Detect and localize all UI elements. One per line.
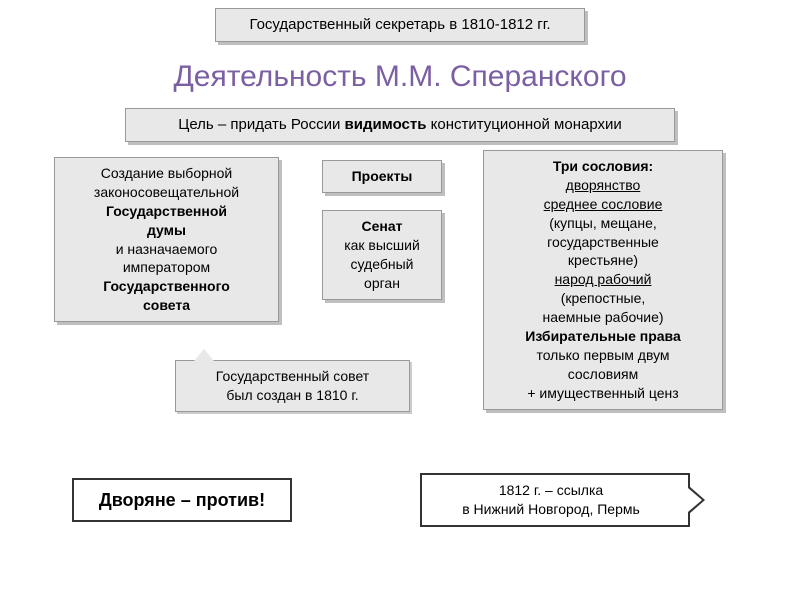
projects-box: Проекты — [322, 160, 442, 193]
goal-bold: видимость — [345, 116, 427, 133]
against-box: Дворяне – против! — [72, 478, 292, 522]
against-text: Дворяне – против! — [99, 490, 265, 510]
estates-l10: Избирательные права — [492, 327, 714, 346]
estates-l9: наемные рабочие) — [492, 308, 714, 327]
callout-tail-icon — [194, 349, 214, 361]
senate-l2: как высший — [331, 236, 433, 255]
goal-prefix: Цель – придать России — [178, 116, 344, 133]
goal-suffix: конституционной монархии — [426, 116, 621, 133]
estates-l12: сословиям — [492, 365, 714, 384]
estates-l3: среднее сословие — [492, 195, 714, 214]
header-text: Государственный секретарь в 1810-1812 гг… — [249, 16, 550, 33]
council-l2: был создан в 1810 г. — [184, 386, 401, 405]
goal-box: Цель – придать России видимость конститу… — [125, 108, 675, 142]
duma-l7: Государственного — [63, 277, 270, 296]
projects-label: Проекты — [352, 168, 413, 184]
exile-l2: в Нижний Новгород, Пермь — [432, 500, 670, 519]
estates-box: Три сословия: дворянство среднее сослови… — [483, 150, 723, 410]
estates-l13: + имущественный ценз — [492, 384, 714, 403]
duma-l4: думы — [63, 221, 270, 240]
estates-l11: только первым двум — [492, 346, 714, 365]
estates-l7: народ рабочий — [492, 270, 714, 289]
estates-l6: крестьяне) — [492, 251, 714, 270]
duma-l5: и назначаемого — [63, 240, 270, 259]
council-l1: Государственный совет — [184, 367, 401, 386]
senate-l1: Сенат — [331, 217, 433, 236]
duma-l8: совета — [63, 296, 270, 315]
estates-l4: (купцы, мещане, — [492, 214, 714, 233]
estates-l1: Три сословия: — [492, 157, 714, 176]
estates-l8: (крепостные, — [492, 289, 714, 308]
title-text: Деятельность М.М. Сперанского — [173, 60, 626, 93]
duma-box: Создание выборной законосовещательной Го… — [54, 157, 279, 322]
duma-l2: законосовещательной — [63, 183, 270, 202]
duma-l1: Создание выборной — [63, 164, 270, 183]
council-note: Государственный совет был создан в 1810 … — [175, 360, 410, 412]
senate-box: Сенат как высший судебный орган — [322, 210, 442, 300]
estates-l2: дворянство — [492, 176, 714, 195]
page-title: Деятельность М.М. Сперанского — [75, 60, 725, 94]
exile-box: 1812 г. – ссылка в Нижний Новгород, Перм… — [420, 473, 690, 527]
senate-l4: орган — [331, 274, 433, 293]
senate-l3: судебный — [331, 255, 433, 274]
estates-l5: государственные — [492, 233, 714, 252]
duma-l6: императором — [63, 258, 270, 277]
exile-l1: 1812 г. – ссылка — [432, 481, 670, 500]
duma-l3: Государственной — [63, 202, 270, 221]
header-box: Государственный секретарь в 1810-1812 гг… — [215, 8, 585, 42]
